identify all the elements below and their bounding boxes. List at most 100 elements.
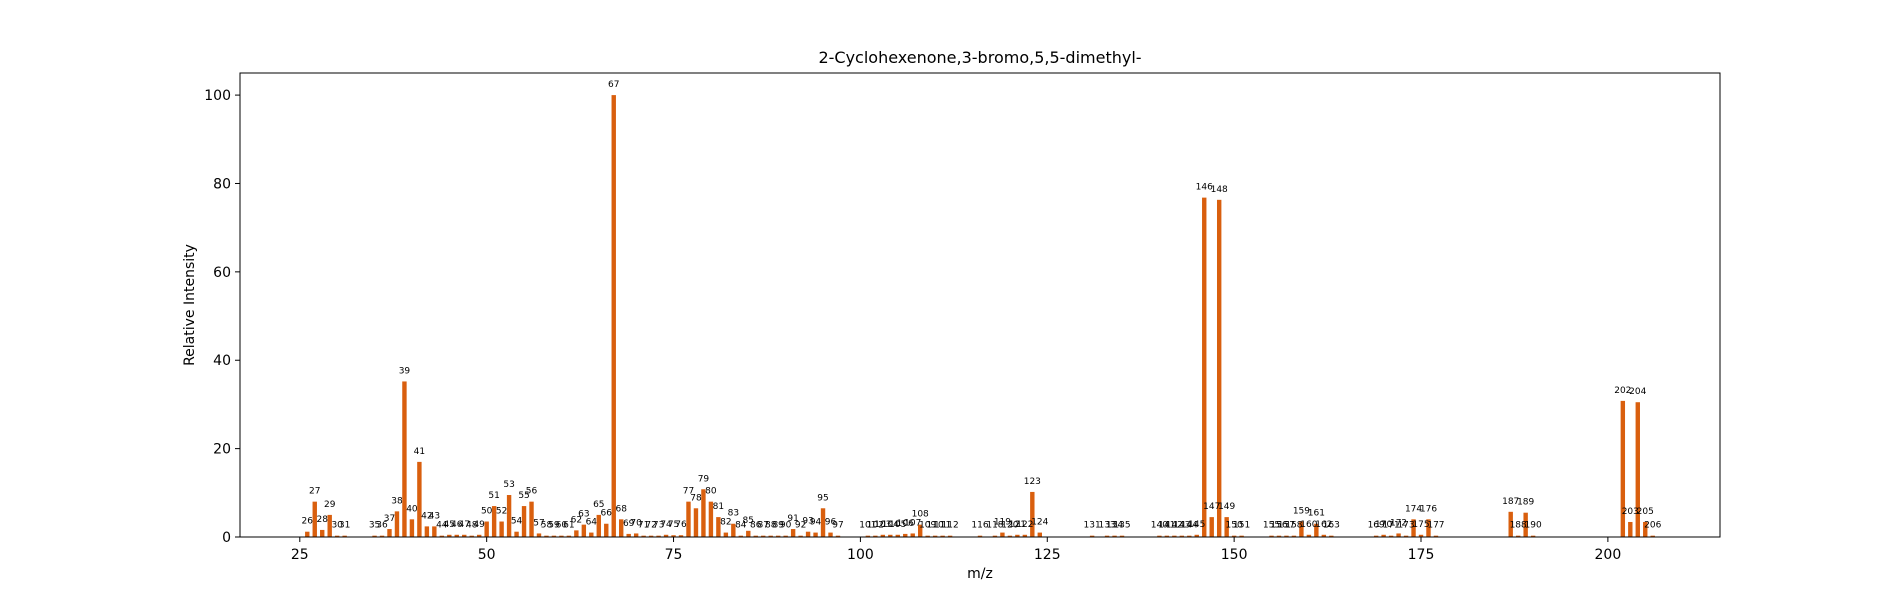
peak-label-83: 83	[728, 509, 739, 519]
peak-bar-121	[1015, 534, 1020, 537]
peak-label-176: 176	[1420, 504, 1437, 514]
peak-bar-28	[320, 529, 325, 537]
peak-label-156: 156	[1270, 521, 1287, 531]
peak-label-26: 26	[302, 517, 314, 527]
peak-label-131: 131	[1084, 521, 1101, 531]
peak-bar-38	[394, 511, 400, 537]
peak-bar-26	[305, 531, 310, 537]
peak-label-74: 74	[660, 520, 672, 530]
peak-label-190: 190	[1525, 521, 1542, 531]
peak-bar-47	[462, 534, 467, 537]
y-tick-label-100: 100	[204, 88, 231, 104]
peak-label-102: 102	[867, 521, 884, 531]
peak-label-58: 58	[541, 521, 553, 531]
peak-bar-147	[1209, 517, 1214, 537]
x-tick-label-175: 175	[1408, 547, 1435, 563]
peak-bar-97	[835, 535, 841, 537]
peak-label-43: 43	[429, 511, 440, 521]
peak-label-169: 169	[1368, 521, 1385, 531]
peak-bar-67	[611, 95, 616, 537]
peak-bar-156	[1276, 535, 1282, 537]
peak-bar-205	[1643, 521, 1648, 537]
peak-label-133: 133	[1098, 521, 1115, 531]
peak-bar-110	[932, 535, 938, 537]
peak-bar-40	[409, 519, 415, 537]
peak-bar-63	[581, 524, 587, 537]
peak-bar-158	[1291, 535, 1297, 537]
y-axis-label: Relative Intensity	[182, 244, 198, 366]
peak-label-143: 143	[1173, 521, 1190, 531]
peak-bar-151	[1239, 535, 1244, 537]
peak-bar-119	[1000, 532, 1005, 537]
peak-label-96: 96	[825, 518, 837, 528]
peak-label-46: 46	[451, 520, 463, 530]
peak-bar-172	[1396, 533, 1401, 537]
y-tick-label-80: 80	[213, 176, 231, 192]
peak-label-68: 68	[615, 504, 627, 514]
peak-bar-157	[1284, 535, 1289, 537]
peak-bar-54	[514, 531, 519, 537]
peak-label-146: 146	[1196, 183, 1213, 193]
peak-bar-145	[1194, 534, 1199, 537]
peak-label-95: 95	[817, 493, 828, 503]
peak-label-174: 174	[1405, 504, 1422, 514]
peak-label-53: 53	[503, 480, 514, 490]
peak-label-101: 101	[859, 521, 876, 531]
x-axis-label: m/z	[967, 566, 993, 582]
peak-bar-106	[903, 533, 908, 537]
peak-bar-141	[1164, 535, 1170, 537]
y-tick-label-20: 20	[213, 442, 231, 458]
peak-label-124: 124	[1031, 518, 1048, 528]
peak-bar-89	[775, 535, 781, 537]
peak-bar-42	[424, 526, 430, 537]
peak-label-35: 35	[369, 521, 380, 531]
peak-label-41: 41	[414, 447, 425, 457]
peak-bar-155	[1269, 535, 1274, 537]
peak-label-172: 172	[1390, 518, 1407, 528]
peak-label-159: 159	[1293, 507, 1310, 517]
peak-label-109: 109	[919, 521, 936, 531]
peak-label-57: 57	[533, 518, 544, 528]
peak-bar-52	[499, 521, 504, 537]
peak-label-39: 39	[399, 366, 411, 376]
peak-bar-120	[1007, 535, 1013, 537]
peak-label-73: 73	[653, 521, 664, 531]
peak-bar-175	[1418, 534, 1424, 537]
peak-label-52: 52	[496, 507, 507, 517]
peak-bar-171	[1388, 535, 1394, 537]
peak-bar-111	[940, 535, 945, 537]
peak-bar-88	[768, 535, 773, 537]
peak-bar-202	[1620, 400, 1626, 537]
peak-label-48: 48	[466, 521, 478, 531]
peak-bar-77	[686, 501, 691, 537]
peak-label-78: 78	[690, 493, 702, 503]
peak-bar-123	[1030, 491, 1035, 537]
peak-bar-108	[918, 524, 923, 537]
peak-label-64: 64	[586, 518, 598, 528]
peak-label-63: 63	[578, 510, 589, 520]
peak-bar-124	[1037, 532, 1042, 537]
peak-bar-70	[633, 533, 639, 537]
peak-label-189: 189	[1517, 498, 1534, 508]
peak-label-36: 36	[376, 521, 388, 531]
peak-bar-80	[708, 501, 714, 537]
peak-bar-58	[544, 535, 549, 537]
peak-bar-72	[648, 535, 654, 537]
peak-label-89: 89	[772, 521, 784, 531]
peak-bar-174	[1411, 519, 1416, 537]
peak-label-84: 84	[735, 521, 747, 531]
y-tick-label-60: 60	[213, 265, 231, 281]
peak-label-38: 38	[391, 496, 403, 506]
peak-bar-41	[417, 461, 422, 537]
peak-bar-118	[992, 535, 998, 537]
peak-bar-131	[1089, 535, 1095, 537]
peak-bar-86	[753, 535, 758, 537]
peak-bar-69	[626, 533, 631, 537]
chart-title: 2-Cyclohexenone,3-bromo,5,5-dimethyl-	[818, 48, 1141, 67]
x-tick-label-50: 50	[478, 547, 496, 563]
peak-bar-68	[619, 519, 624, 537]
peak-label-67: 67	[608, 80, 619, 90]
peak-bar-143	[1179, 535, 1185, 537]
peak-bar-57	[536, 533, 542, 537]
peak-label-119: 119	[994, 518, 1011, 528]
